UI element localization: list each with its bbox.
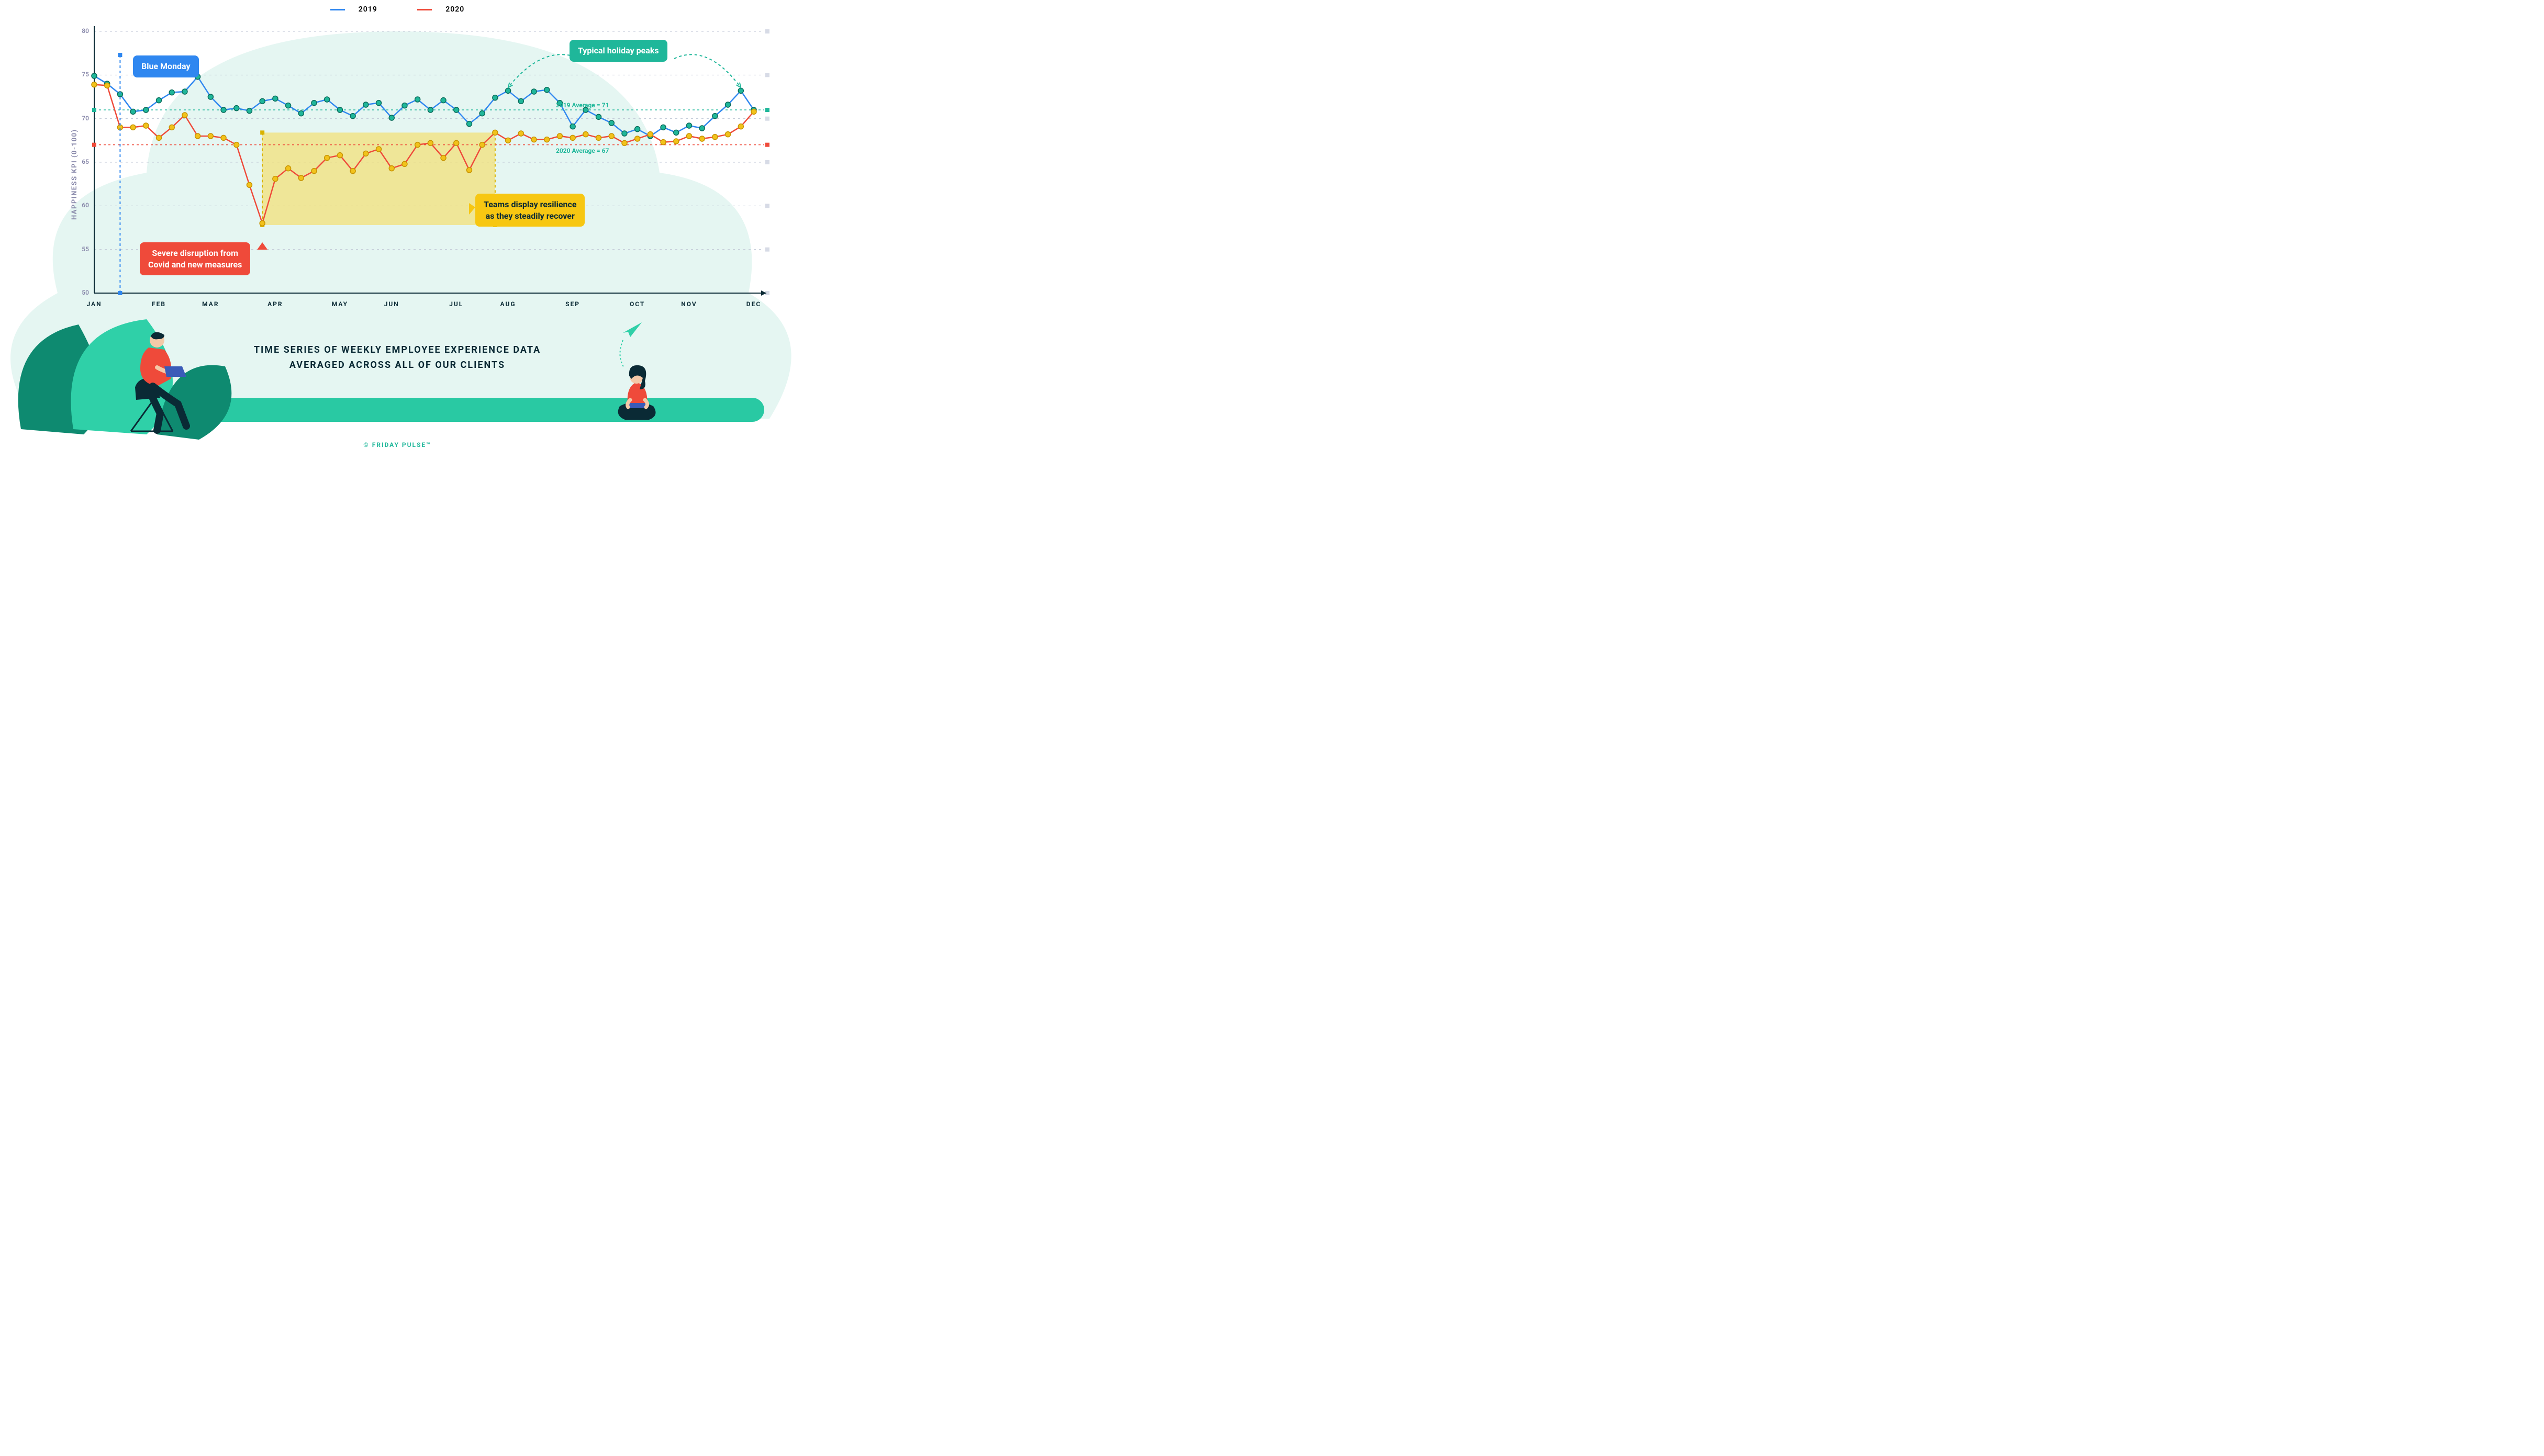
y-tick: 80	[73, 27, 89, 35]
y-tick: 70	[73, 115, 89, 122]
x-tick: JAN	[86, 300, 102, 308]
chart-svg	[0, 0, 795, 455]
x-tick: MAR	[202, 300, 219, 308]
y-tick: 60	[73, 201, 89, 209]
avg-2020-label: 2020 Average = 67	[556, 147, 609, 154]
x-tick: NOV	[681, 300, 697, 308]
x-tick: JUN	[384, 300, 399, 308]
x-tick: JUL	[449, 300, 463, 308]
x-tick: APR	[267, 300, 283, 308]
callout-blue-monday: Blue Monday	[133, 55, 199, 77]
callout-resilience: Teams display resilienceas they steadily…	[475, 194, 585, 227]
legend-item-2020: 2020	[408, 5, 474, 14]
x-tick: MAY	[332, 300, 348, 308]
x-tick: OCT	[630, 300, 645, 308]
legend: 2019 2020	[0, 5, 795, 14]
x-tick: AUG	[500, 300, 516, 308]
avg-2019-label: 2019 Average = 71	[556, 102, 609, 109]
y-tick: 50	[73, 289, 89, 296]
copyright: © FRIDAY PULSE™	[0, 441, 795, 449]
callout-holiday-peaks: Typical holiday peaks	[570, 40, 667, 62]
legend-item-2019: 2019	[321, 5, 387, 14]
x-tick: FEB	[152, 300, 166, 308]
callout-covid: Severe disruption fromCovid and new meas…	[140, 242, 250, 275]
x-tick: SEP	[565, 300, 580, 308]
y-tick: 65	[73, 158, 89, 165]
x-tick: DEC	[746, 300, 761, 308]
y-tick: 55	[73, 245, 89, 253]
chart-subtitle: TIME SERIES OF WEEKLY EMPLOYEE EXPERIENC…	[0, 343, 795, 373]
y-tick: 75	[73, 71, 89, 78]
